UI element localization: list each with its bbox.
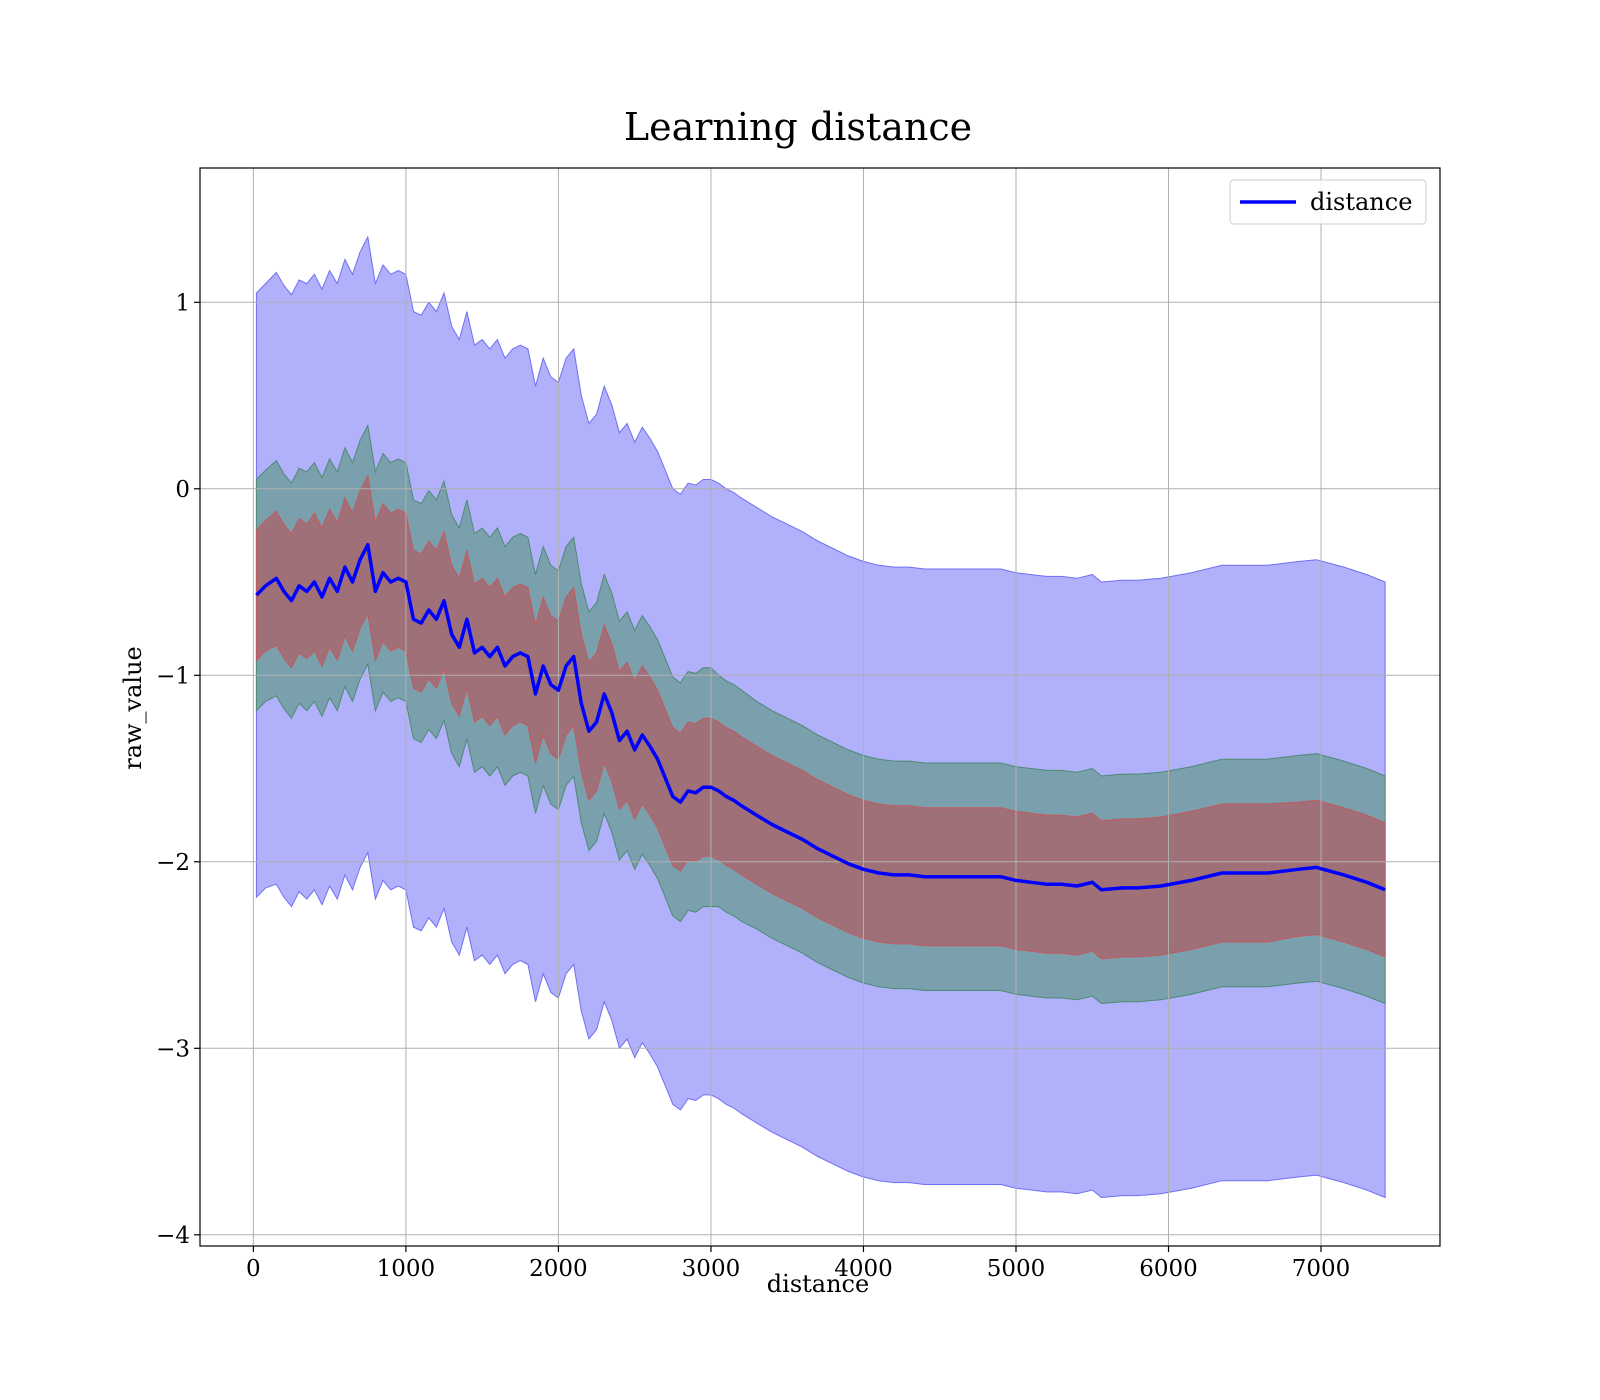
y-tick-label: −2 xyxy=(156,850,190,876)
grid-lines xyxy=(200,168,1440,1246)
x-tick-label: 7000 xyxy=(1292,1256,1351,1282)
plot-area xyxy=(199,167,1441,1247)
x-tick-label: 3000 xyxy=(682,1256,741,1282)
y-tick-label: 0 xyxy=(175,477,190,503)
y-tick-label: −4 xyxy=(156,1223,190,1249)
legend-box xyxy=(1229,179,1427,225)
x-axis-ticks: 0 1000 2000 3000 4000 5000 6000 7000 xyxy=(246,1246,1350,1282)
x-tick-label: 6000 xyxy=(1139,1256,1198,1282)
x-tick-label: 1000 xyxy=(377,1256,436,1282)
confidence-bands xyxy=(255,235,1386,1199)
y-tick-label: −3 xyxy=(156,1036,190,1062)
legend-label: distance xyxy=(1310,188,1412,216)
x-tick-label: 2000 xyxy=(529,1256,588,1282)
y-tick-label: −1 xyxy=(156,663,190,689)
inner-band xyxy=(255,474,1386,960)
y-axis-ticks: −4 −3 −2 −1 0 1 xyxy=(156,290,200,1249)
series-lines xyxy=(255,542,1386,892)
legend: distance xyxy=(1229,179,1427,225)
chart-title: Learning distance xyxy=(624,105,972,149)
series-line-distance xyxy=(255,542,1386,892)
x-tick-label: 4000 xyxy=(834,1256,893,1282)
x-axis-label: distance xyxy=(767,1270,869,1298)
x-tick-label: 0 xyxy=(246,1256,261,1282)
y-axis-label: raw_value xyxy=(119,646,147,770)
x-tick-label: 5000 xyxy=(987,1256,1046,1282)
plot-frame xyxy=(199,167,1441,1247)
y-tick-label: 1 xyxy=(175,290,190,316)
